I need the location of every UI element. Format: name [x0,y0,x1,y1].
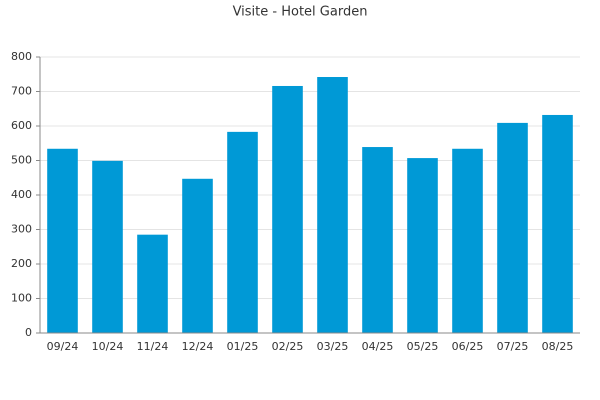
x-tick-label: 02/25 [272,340,304,353]
bar [47,148,78,333]
bar [137,234,168,333]
x-tick-label: 03/25 [317,340,349,353]
bar [317,77,348,333]
y-tick-label: 400 [11,188,32,201]
bar [452,148,483,333]
bar [542,114,573,334]
y-tick-label: 800 [11,50,32,63]
x-tick-label: 10/24 [92,340,124,353]
y-tick-label: 0 [25,326,32,339]
x-tick-label: 07/25 [497,340,529,353]
bar [227,131,258,333]
x-tick-label: 09/24 [47,340,79,353]
y-tick-label: 700 [11,85,32,98]
y-tick-label: 300 [11,223,32,236]
bar [407,158,438,333]
y-tick-label: 500 [11,154,32,167]
x-tick-label: 11/24 [137,340,169,353]
x-tick-label: 05/25 [407,340,439,353]
y-tick-label: 100 [11,292,32,305]
y-tick-label: 200 [11,257,32,270]
x-tick-label: 06/25 [452,340,484,353]
bar [92,160,123,333]
x-tick-label: 04/25 [362,340,394,353]
bar [362,147,393,333]
bar [497,122,528,334]
x-tick-label: 12/24 [182,340,214,353]
x-tick-label: 01/25 [227,340,259,353]
x-tick-label: 08/25 [542,340,574,353]
y-tick-label: 600 [11,119,32,132]
bar [272,85,303,333]
chart-title: Visite - Hotel Garden [233,5,368,20]
bar [182,178,213,333]
